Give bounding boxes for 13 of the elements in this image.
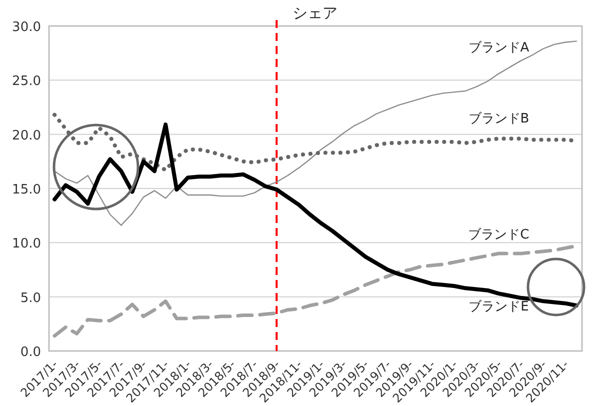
chart-title: シェア [292, 4, 338, 22]
series-label: ブランドA [468, 40, 530, 56]
line-series [54, 40, 578, 226]
series-label: ブランドB [468, 112, 530, 127]
y-tick-label: 15.0 [12, 182, 41, 198]
y-tick-label: 5.0 [20, 290, 41, 306]
y-tick-label: 30.0 [12, 20, 41, 35]
y-tick-label: 20.0 [12, 128, 41, 144]
series-label: ブランドC [468, 228, 530, 242]
y-tick-label: 25.0 [12, 74, 41, 90]
y-tick-label: 0.0 [20, 345, 41, 360]
series-label: ブランドE [468, 300, 529, 315]
y-tick-label: 10.0 [12, 236, 41, 252]
